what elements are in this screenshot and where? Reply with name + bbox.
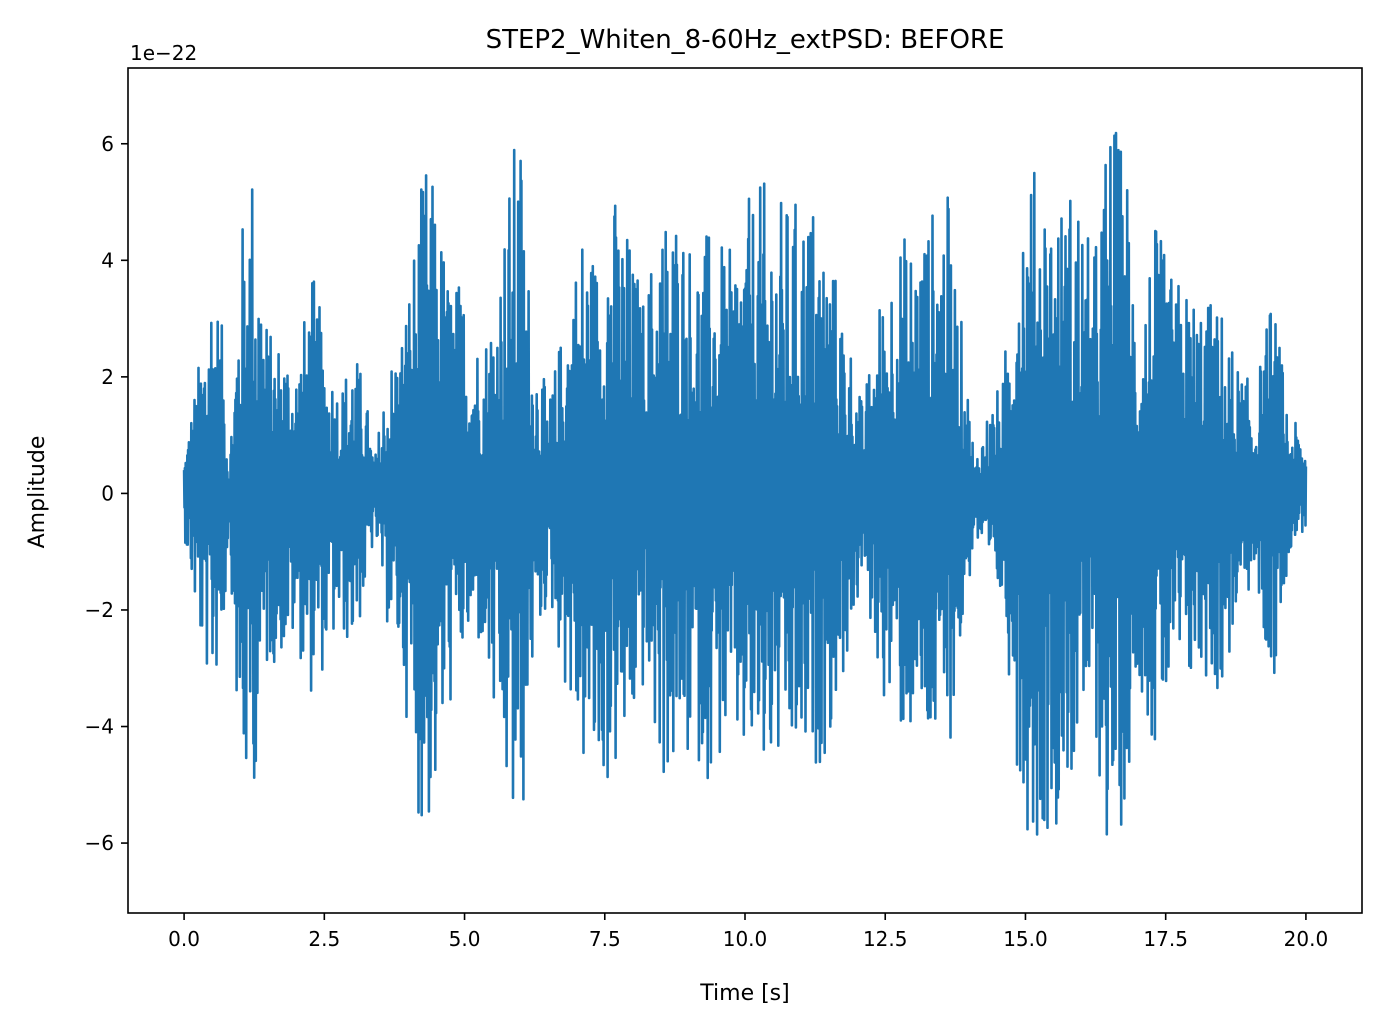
y-tick-label: −4 (85, 715, 114, 739)
plot-frame (127, 67, 1363, 914)
signal-line (182, 131, 1308, 836)
y-tick-label: 0 (101, 481, 114, 505)
x-tick-label: 7.5 (589, 927, 621, 951)
y-tick-label: 6 (101, 132, 114, 156)
x-tick-label: 5.0 (449, 927, 481, 951)
y-offset-label: 1e−22 (130, 41, 197, 65)
y-tick-label: −6 (85, 831, 114, 855)
y-tick-label: 2 (101, 365, 114, 389)
y-axis-label: Amplitude (25, 436, 50, 549)
plot-series (182, 131, 1308, 836)
y-axis-ticks: −6 −4 −2 0 2 4 6 (85, 132, 128, 855)
y-tick-label: −2 (85, 598, 114, 622)
x-tick-label: 0.0 (168, 927, 200, 951)
x-tick-label: 17.5 (1143, 927, 1188, 951)
x-axis-label: Time [s] (699, 981, 789, 1006)
x-tick-label: 20.0 (1284, 927, 1329, 951)
x-axis-ticks: 0.0 2.5 5.0 7.5 10.0 12.5 15.0 17.5 20.0 (168, 913, 1328, 951)
x-tick-label: 12.5 (863, 927, 908, 951)
x-tick-label: 10.0 (723, 927, 768, 951)
x-tick-label: 2.5 (308, 927, 340, 951)
x-tick-label: 15.0 (1003, 927, 1048, 951)
chart-title: STEP2_Whiten_8-60Hz_extPSD: BEFORE (486, 25, 1005, 55)
y-tick-label: 4 (101, 248, 114, 272)
